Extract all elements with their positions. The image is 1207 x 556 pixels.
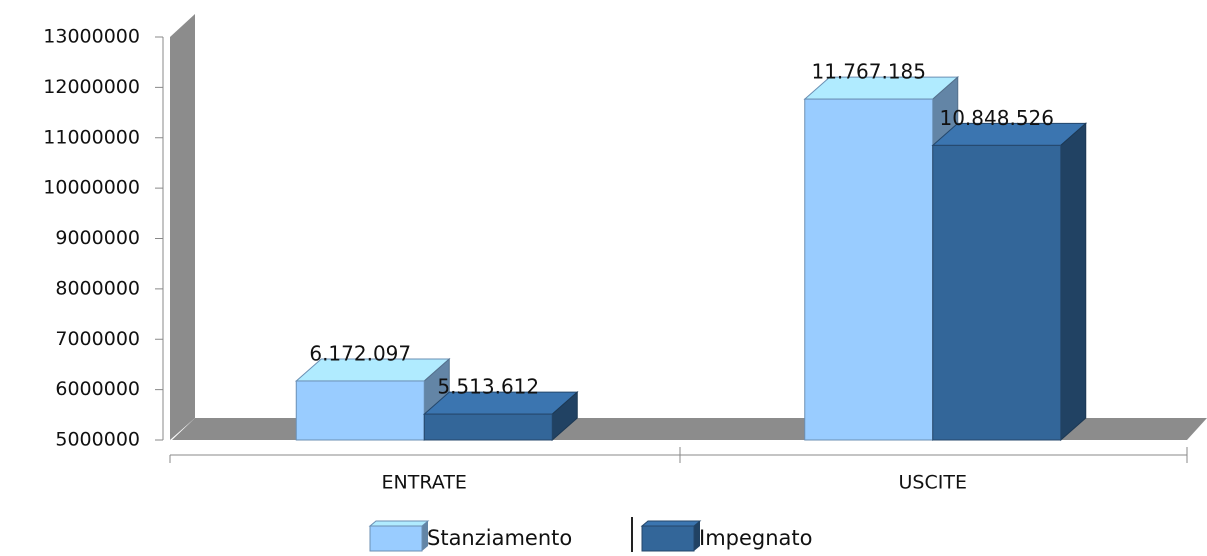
value-label: 11.767.185 (811, 60, 926, 84)
legend-swatch-top (368, 520, 430, 527)
back-wall (170, 14, 195, 440)
bar-side (1060, 122, 1087, 442)
value-label: 10.848.526 (939, 106, 1054, 130)
legend-swatch-top (640, 520, 702, 527)
legend-swatch (369, 525, 423, 552)
bar (932, 144, 1062, 441)
value-label: 5.513.612 (437, 375, 539, 399)
bar (423, 413, 553, 441)
legend-swatch (641, 525, 695, 552)
y-tick-label: 6000000 (55, 378, 140, 400)
bar (804, 98, 934, 441)
y-tick-label: 8000000 (55, 277, 140, 299)
x-tick-label: ENTRATE (382, 472, 467, 494)
y-tick-label: 7000000 (55, 328, 140, 350)
y-tick-label: 9000000 (55, 227, 140, 249)
y-tick-label: 12000000 (43, 76, 140, 98)
y-tick-label: 5000000 (55, 429, 140, 451)
y-tick-label: 13000000 (43, 26, 140, 48)
x-tick-label: USCITE (899, 472, 967, 494)
bar (295, 380, 425, 441)
y-tick-label: 10000000 (43, 177, 140, 199)
legend-label: Stanziamento (427, 526, 572, 550)
y-tick-label: 11000000 (43, 126, 140, 148)
legend-swatch-side (422, 521, 428, 551)
legend-swatch-side (694, 521, 700, 551)
legend-label: Impegnato (699, 526, 813, 550)
value-label: 6.172.097 (309, 341, 411, 365)
